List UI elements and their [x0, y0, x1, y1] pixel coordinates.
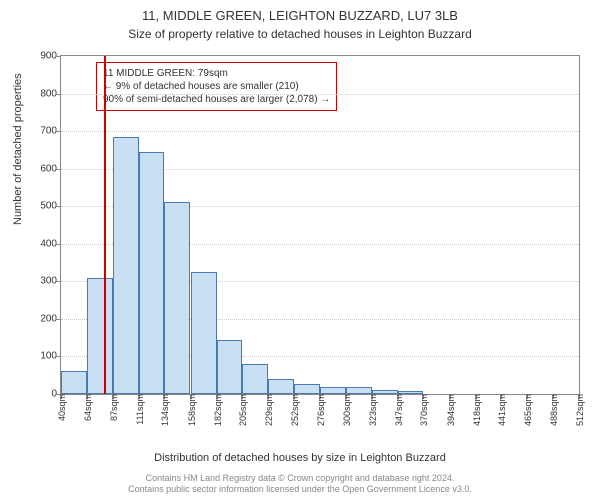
x-tick-label: 87sqm — [107, 394, 119, 421]
y-tick-mark — [56, 319, 61, 320]
figure-container: 11, MIDDLE GREEN, LEIGHTON BUZZARD, LU7 … — [0, 0, 600, 500]
chart-subtitle: Size of property relative to detached ho… — [0, 25, 600, 41]
x-tick-label: 111sqm — [133, 394, 145, 425]
x-tick-label: 134sqm — [158, 394, 170, 426]
x-axis-caption: Distribution of detached houses by size … — [0, 452, 600, 464]
histogram-bar — [61, 371, 87, 394]
y-tick-mark — [56, 56, 61, 57]
gridline — [61, 131, 579, 132]
marker-line — [104, 56, 106, 394]
x-tick-label: 465sqm — [521, 394, 533, 426]
plot-region: 11 MIDDLE GREEN: 79sqm ← 9% of detached … — [60, 55, 580, 395]
x-tick-label: 252sqm — [288, 394, 300, 426]
y-tick-mark — [56, 169, 61, 170]
x-tick-label: 182sqm — [211, 394, 223, 426]
x-tick-label: 40sqm — [55, 394, 67, 421]
histogram-bar — [294, 384, 320, 395]
y-tick-mark — [56, 244, 61, 245]
y-tick-mark — [56, 356, 61, 357]
x-tick-label: 229sqm — [262, 394, 274, 426]
x-tick-label: 394sqm — [444, 394, 456, 426]
x-tick-label: 64sqm — [81, 394, 93, 421]
footer-line-1: Contains HM Land Registry data © Crown c… — [0, 473, 600, 485]
x-tick-label: 323sqm — [366, 394, 378, 426]
x-tick-label: 370sqm — [417, 394, 429, 426]
histogram-bar — [164, 202, 190, 394]
y-tick-mark — [56, 206, 61, 207]
x-tick-label: 512sqm — [573, 394, 585, 426]
gridline — [61, 94, 579, 95]
x-tick-label: 276sqm — [314, 394, 326, 426]
x-tick-label: 347sqm — [392, 394, 404, 426]
x-tick-label: 205sqm — [236, 394, 248, 426]
footer-line-2: Contains public sector information licen… — [0, 484, 600, 496]
histogram-bar — [113, 137, 139, 394]
footer-text: Contains HM Land Registry data © Crown c… — [0, 473, 600, 496]
callout-line-3: 90% of semi-detached houses are larger (… — [103, 93, 330, 106]
y-tick-mark — [56, 131, 61, 132]
chart-area: Number of detached properties 11 MIDDLE … — [60, 55, 580, 425]
histogram-bar — [87, 278, 112, 394]
x-tick-label: 441sqm — [495, 394, 507, 426]
histogram-bar — [268, 379, 293, 394]
y-axis-label: Number of detached properties — [12, 73, 24, 225]
histogram-bar — [242, 364, 268, 394]
histogram-bar — [191, 272, 217, 394]
x-tick-label: 158sqm — [185, 394, 197, 426]
histogram-bar — [346, 387, 371, 394]
y-tick-mark — [56, 94, 61, 95]
histogram-bar — [320, 387, 346, 395]
callout-line-1: 11 MIDDLE GREEN: 79sqm — [103, 67, 330, 80]
chart-title: 11, MIDDLE GREEN, LEIGHTON BUZZARD, LU7 … — [0, 0, 600, 25]
histogram-bar — [217, 340, 242, 394]
x-tick-label: 488sqm — [547, 394, 559, 426]
x-tick-label: 300sqm — [340, 394, 352, 426]
x-tick-label: 418sqm — [470, 394, 482, 426]
callout-line-2: ← 9% of detached houses are smaller (210… — [103, 80, 330, 93]
callout-box: 11 MIDDLE GREEN: 79sqm ← 9% of detached … — [96, 62, 337, 111]
y-tick-mark — [56, 281, 61, 282]
histogram-bar — [139, 152, 164, 394]
